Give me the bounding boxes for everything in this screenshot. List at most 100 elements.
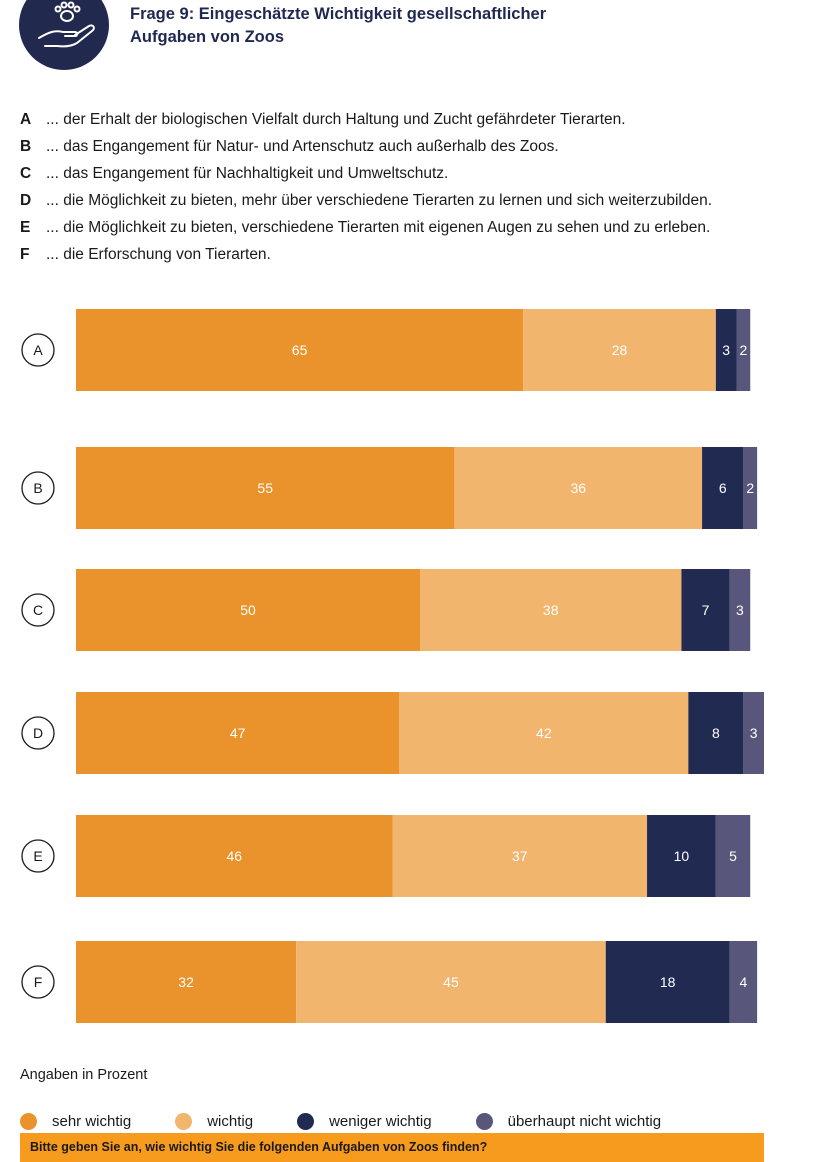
category-label: E: [33, 848, 42, 864]
bar-segment: [715, 309, 737, 391]
data-label: 37: [512, 848, 528, 864]
bar-segment: [743, 447, 758, 529]
bar-segment: [76, 447, 455, 529]
category-label: F: [34, 974, 43, 990]
bar-segment: [523, 309, 716, 391]
list-item: D ... die Möglichkeit zu bieten, mehr übe…: [20, 187, 800, 214]
question-banner: Bitte geben Sie an, wie wichtig Sie die …: [20, 1133, 764, 1162]
item-text: ... die Möglichkeit zu bieten, mehr über…: [46, 192, 713, 209]
data-label: 4: [739, 974, 747, 990]
data-label: 46: [226, 848, 242, 864]
legend-label: überhaupt nicht wichtig: [507, 1112, 662, 1130]
data-label: 2: [746, 480, 754, 496]
data-label: 8: [712, 725, 720, 741]
data-label: 7: [702, 602, 710, 618]
item-key: E: [20, 219, 31, 236]
category-badge: [21, 965, 55, 999]
data-label: 6: [719, 480, 727, 496]
bar-row: D 47 42 8 3: [21, 692, 764, 774]
data-label: 28: [612, 342, 628, 358]
data-label: 3: [722, 342, 730, 358]
legend-swatch: [475, 1112, 493, 1130]
item-key: B: [20, 138, 32, 155]
bar-segment: [76, 815, 393, 897]
list-item: F ... die Erforschung von Tierarten.: [20, 241, 800, 268]
legend-item-weniger-wichtig: weniger wichtig: [297, 1112, 432, 1130]
list-item: A ... der Erhalt der biologischen Vielfal…: [20, 106, 800, 133]
item-key: C: [20, 165, 32, 182]
bar-segment: [688, 692, 744, 774]
item-text: ... die Möglichkeit zu bieten, verschied…: [46, 219, 711, 236]
bar-segment: [729, 569, 751, 651]
item-text: ... das Engangement für Natur- und Arten…: [46, 138, 559, 155]
data-label: 18: [660, 974, 676, 990]
data-label: 3: [736, 602, 744, 618]
category-badge: [21, 333, 55, 367]
stacked-bar-chart: A 65 28 3 2B 55 36 6 2C 50 38 7 3D 47 42 8 3E 46 37 10 5F 32 4…: [21, 309, 764, 1023]
legend-label: weniger wichtig: [329, 1112, 432, 1130]
data-label: 5: [729, 848, 737, 864]
bar-row: A 65 28 3 2: [21, 309, 751, 391]
legend-swatch: [20, 1112, 37, 1130]
bar-segment: [605, 941, 730, 1023]
bar-segment: [76, 569, 420, 651]
bar-segment: [296, 941, 606, 1023]
bar-row: F 32 45 18 4: [21, 941, 758, 1023]
list-item: C ... das Engangement für Nachhaltigkeit …: [20, 160, 800, 187]
data-label: 32: [178, 974, 194, 990]
data-label: 50: [240, 602, 256, 618]
category-badge: [21, 839, 55, 873]
data-label: 55: [257, 480, 273, 496]
legend-item-wichtig: wichtig: [175, 1112, 254, 1130]
bar-segment: [454, 447, 703, 529]
item-text: ... der Erhalt der biologischen Vielfalt…: [46, 111, 626, 128]
bar-segment: [715, 815, 751, 897]
legend-item-ueberhaupt-nicht-wichtig: überhaupt nicht wichtig: [475, 1112, 662, 1130]
title-line-1: Frage 9: Eingeschätzte Wichtigkeit gesel…: [130, 5, 547, 23]
bar-segment: [392, 815, 648, 897]
item-list: A ... der Erhalt der biologischen Vielfal…: [20, 106, 800, 268]
bar-segment: [681, 569, 730, 651]
header-icon-circle: [19, 0, 109, 70]
bar-segment: [743, 692, 764, 774]
data-label: 3: [750, 725, 758, 741]
category-label: A: [33, 342, 43, 358]
data-label: 36: [570, 480, 586, 496]
category-label: C: [33, 602, 43, 618]
bar-row: C 50 38 7 3: [21, 569, 751, 651]
category-label: B: [33, 480, 42, 496]
legend-swatch: [297, 1112, 315, 1130]
bar-segment: [76, 692, 400, 774]
category-badge: [21, 716, 55, 750]
bar-row: B 55 36 6 2: [21, 447, 758, 529]
title-line-2: Aufgaben von Zoos: [130, 28, 284, 46]
data-label: 45: [443, 974, 459, 990]
legend-item-sehr-wichtig: sehr wichtig: [20, 1112, 132, 1130]
bar-segment: [399, 692, 689, 774]
list-item: E ... die Möglichkeit zu bieten, verschie…: [20, 214, 800, 241]
page-title: Frage 9: Eingeschätzte Wichtigkeit gesel…: [130, 3, 690, 49]
legend-label: sehr wichtig: [52, 1112, 132, 1130]
bar-segment: [736, 309, 751, 391]
list-item: B ... das Engangement für Natur- und Arte…: [20, 133, 800, 160]
category-label: D: [33, 725, 43, 741]
data-label: 2: [739, 342, 747, 358]
item-text: ... das Engangement für Nachhaltigkeit u…: [46, 165, 449, 182]
legend-label: wichtig: [207, 1112, 254, 1130]
bar-segment: [420, 569, 682, 651]
paw-in-hand-icon: [38, 1, 95, 48]
bar-segment: [76, 309, 524, 391]
data-label: 47: [230, 725, 246, 741]
bar-segment: [76, 941, 297, 1023]
data-label: 38: [543, 602, 559, 618]
data-label: 10: [674, 848, 690, 864]
item-text: ... die Erforschung von Tierarten.: [46, 246, 271, 263]
chart-legend: sehr wichtig wichtig weniger wichtig übe…: [20, 1110, 661, 1132]
bar-row: E 46 37 10 5: [21, 815, 751, 897]
data-label: 65: [292, 342, 308, 358]
category-badge: [21, 593, 55, 627]
item-key: D: [20, 192, 32, 209]
unit-note: Angaben in Prozent: [20, 1067, 148, 1083]
category-badge: [21, 471, 55, 505]
item-key: F: [20, 246, 30, 263]
